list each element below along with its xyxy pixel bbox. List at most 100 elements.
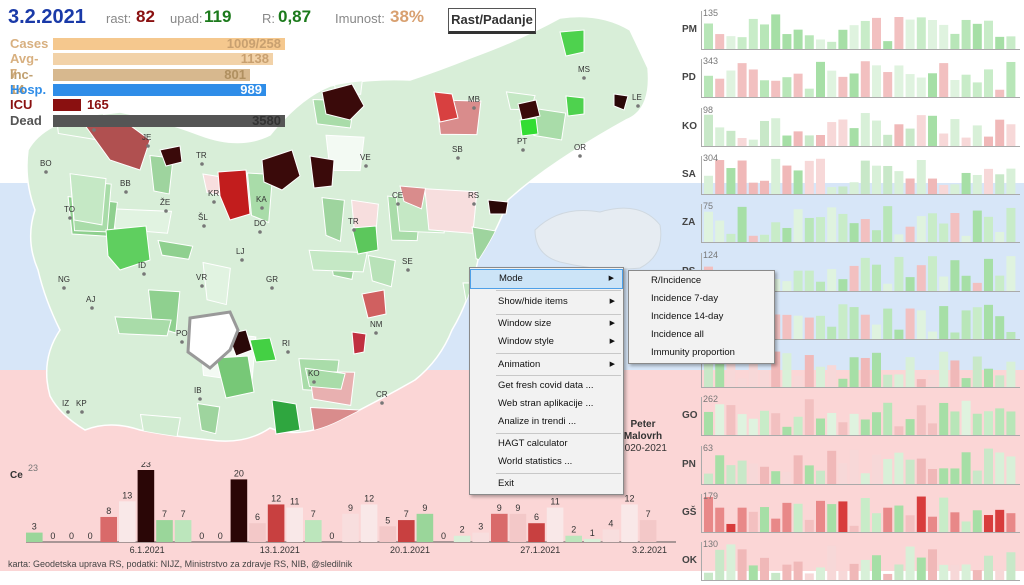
menu-item-mode[interactable]: Mode ▶ xyxy=(470,269,623,289)
municipality-shape[interactable] xyxy=(309,406,369,441)
region-chart-bar xyxy=(849,223,859,243)
municipality-shape[interactable] xyxy=(361,415,410,460)
bottom-chart-bar xyxy=(249,523,266,542)
region-chart-bar xyxy=(715,159,725,194)
bottom-chart-value-label: 3 xyxy=(478,522,483,532)
bottom-chart-bar xyxy=(584,538,601,542)
region-chart-go[interactable]: GO 262 xyxy=(676,394,1022,438)
region-chart-bar xyxy=(849,265,859,291)
menu-item-exit[interactable]: Exit xyxy=(470,475,623,493)
city-marker-icon xyxy=(212,200,216,204)
region-chart-bar xyxy=(950,332,960,339)
menu-item-hagt-calculator[interactable]: HAGT calculator xyxy=(470,435,623,453)
region-chart-bar xyxy=(816,281,825,291)
municipality-map[interactable]: KGJEBOBBTRKRŽEŠLTOKADOLJIDVRGRAJNGSEPORI… xyxy=(0,0,680,460)
menu-item-analize-in-trendi[interactable]: Analize in trendi ... xyxy=(470,413,623,431)
region-chart-bar xyxy=(760,411,769,436)
submenu-item-incidence-7day[interactable]: Incidence 7-day xyxy=(651,293,719,304)
region-chart-gš[interactable]: GŠ 179 xyxy=(676,491,1022,535)
region-chart-ok[interactable]: OK 130 xyxy=(676,539,1022,583)
municipality-shape[interactable] xyxy=(114,316,172,337)
region-chart-bar xyxy=(1006,36,1016,49)
menu-item-show-hide-items[interactable]: Show/hide items ▶ xyxy=(470,293,623,311)
region-chart-plot xyxy=(701,204,1020,244)
bottom-chart-bar xyxy=(602,529,620,542)
region-chart-bar xyxy=(816,134,825,146)
menu-item-animation[interactable]: Animation ▶ xyxy=(470,356,623,374)
bottom-chart-value-label: 11 xyxy=(550,497,559,507)
municipality-shape[interactable] xyxy=(308,249,368,273)
region-chart-sa[interactable]: SA 304 xyxy=(676,153,1022,197)
bottom-chart-bar xyxy=(565,535,582,542)
region-chart-svg xyxy=(704,206,1016,243)
city-marker-icon xyxy=(80,410,84,414)
rast-padanje-button[interactable]: Rast/Padanje xyxy=(448,8,536,34)
region-chart-pd[interactable]: PD 343 xyxy=(676,56,1022,100)
selected-municipality-outline[interactable] xyxy=(186,310,240,370)
region-chart-bar xyxy=(972,23,982,49)
region-chart-bar xyxy=(715,550,725,581)
region-chart-bar xyxy=(849,564,859,581)
region-chart-bar xyxy=(928,331,937,339)
region-chart-bar xyxy=(928,516,937,532)
region-chart-pm[interactable]: PM 135 xyxy=(676,8,1022,52)
bottom-chart-value-label: 8 xyxy=(106,506,111,516)
region-chart-bar xyxy=(793,130,803,146)
municipality-shape[interactable] xyxy=(321,197,345,243)
menu-item-window-size[interactable]: Window size ▶ xyxy=(470,315,623,333)
region-chart-bar xyxy=(883,165,893,194)
submenu-item-incidence-all[interactable]: Incidence all xyxy=(651,329,704,340)
region-chart-bar xyxy=(894,123,904,146)
region-chart-ko[interactable]: KO 98 xyxy=(676,105,1022,149)
city-marker-icon xyxy=(146,144,150,148)
region-chart-bar xyxy=(972,414,982,436)
region-chart-pn[interactable]: PN 63 xyxy=(676,443,1022,487)
submenu-item-incidence-14day[interactable]: Incidence 14-day xyxy=(651,311,724,322)
city-marker-icon xyxy=(374,331,378,335)
region-chart[interactable] xyxy=(676,346,1022,390)
bottom-chart-bar xyxy=(26,532,43,542)
region-chart-max: 63 xyxy=(703,442,714,453)
municipality-shape[interactable] xyxy=(366,48,403,80)
region-chart-bar xyxy=(760,180,769,194)
municipality-shape[interactable] xyxy=(196,402,221,435)
region-chart-bar xyxy=(793,315,803,339)
region-chart-bar xyxy=(816,418,825,436)
region-chart-bar xyxy=(939,276,949,291)
municipality-shape[interactable] xyxy=(367,254,396,288)
map-region-label: CE xyxy=(392,191,403,200)
city-marker-icon xyxy=(578,154,582,158)
municipality-shape[interactable] xyxy=(69,173,107,226)
municipality-shape[interactable] xyxy=(157,239,194,260)
bottom-chart-bar xyxy=(342,513,359,542)
menu-item-window-style[interactable]: Window style ▶ xyxy=(470,333,623,351)
region-chart-bar xyxy=(961,74,971,98)
submenu-item-immunity-proportion[interactable]: Immunity proportion xyxy=(651,347,735,358)
menu-item-label: Show/hide items xyxy=(498,296,568,307)
menu-item-get-fresh-data[interactable]: Get fresh covid data ... xyxy=(470,377,623,395)
region-chart-bar xyxy=(804,465,814,484)
municipality-shape[interactable] xyxy=(139,413,181,441)
map-region-label: NM xyxy=(370,320,383,329)
region-chart-bar xyxy=(916,216,926,243)
municipality-shape[interactable] xyxy=(304,367,346,390)
region-chart-bar xyxy=(916,17,926,49)
region-chart-bar xyxy=(950,80,960,98)
stat-value: 165 xyxy=(87,97,109,113)
bottom-chart-value-label: 3 xyxy=(32,522,37,532)
municipality-shape[interactable] xyxy=(399,185,427,210)
municipality-shape[interactable] xyxy=(512,196,540,223)
region-chart-bar xyxy=(995,315,1005,339)
bottom-chart-bar xyxy=(621,504,638,542)
region-chart-bar xyxy=(995,174,1005,194)
municipality-shape[interactable] xyxy=(202,261,231,306)
menu-item-web-stran[interactable]: Web stran aplikacije ... xyxy=(470,395,623,413)
region-chart-bar xyxy=(726,464,736,484)
submenu-item-r-incidence[interactable]: R/Incidence xyxy=(651,275,702,286)
region-chart-za[interactable]: ZA 75 xyxy=(676,201,1022,245)
menu-item-world-statistics[interactable]: World statistics ... xyxy=(470,453,623,471)
region-chart-bar xyxy=(704,496,713,532)
stat-bar xyxy=(53,38,285,50)
bottom-chart-value-label: 13 xyxy=(122,490,132,500)
